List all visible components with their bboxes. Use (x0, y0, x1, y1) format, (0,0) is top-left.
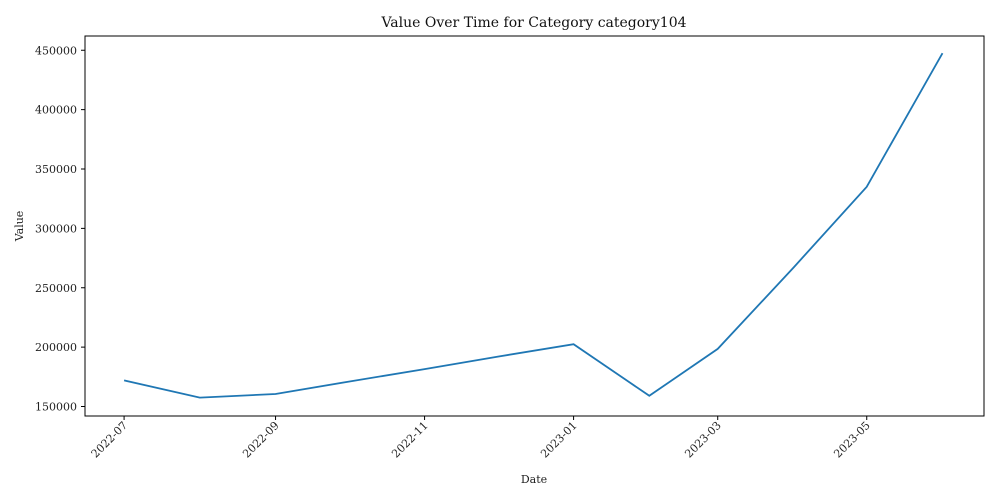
x-tick-label: 2022-11 (389, 419, 431, 461)
y-tick-label: 450000 (35, 44, 77, 57)
x-tick-label: 2023-05 (831, 419, 873, 461)
series-line (123, 52, 944, 399)
y-tick-label: 350000 (35, 163, 77, 176)
y-tick-label: 250000 (35, 282, 77, 295)
y-tick-label: 400000 (35, 104, 77, 117)
y-axis-label: Value (13, 211, 26, 243)
x-tick-label: 2023-03 (682, 419, 724, 461)
x-tick-label: 2022-09 (240, 419, 282, 461)
x-axis: 2022-07 2022-09 2022-11 2023-01 2023-03 2023-… (89, 416, 873, 460)
y-tick-label: 150000 (35, 401, 77, 414)
x-tick-label: 2022-07 (89, 419, 131, 461)
y-tick-label: 300000 (35, 222, 77, 235)
plot-frame (84, 35, 985, 417)
x-axis-label: Date (521, 473, 547, 486)
x-tick-label: 2023-01 (538, 419, 580, 461)
chart-title: Value Over Time for Category category104 (380, 15, 686, 31)
y-tick-label: 200000 (35, 341, 77, 354)
y-axis: 150000 200000 250000 300000 350000 400000 4500… (35, 44, 85, 414)
